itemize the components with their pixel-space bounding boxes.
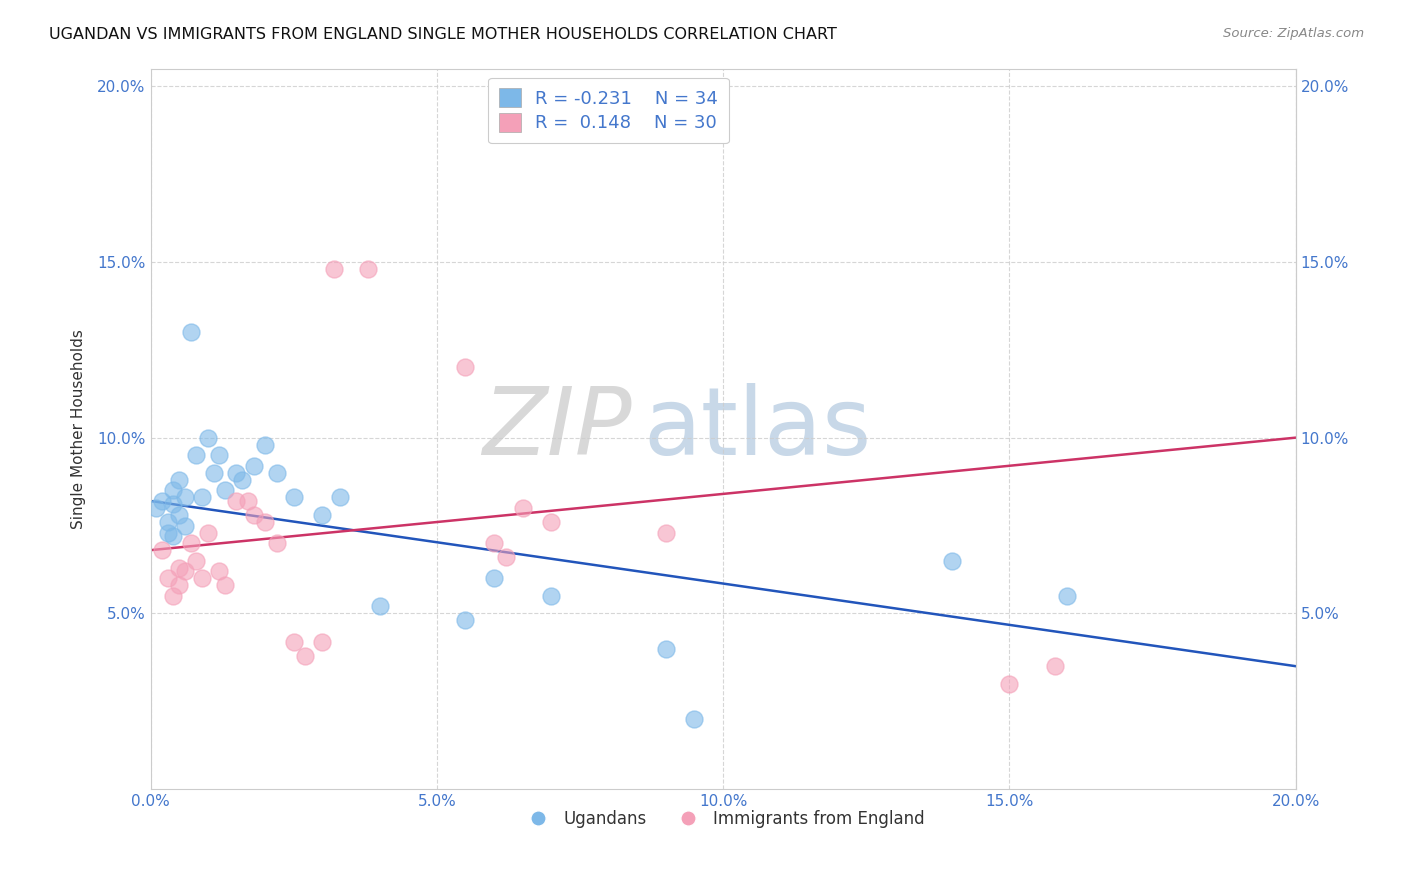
Point (328, 491, 350, 505)
Point (156, 525, 179, 540)
Point (482, 536, 505, 550)
Legend: Ugandans, Immigrants from England: Ugandans, Immigrants from England (515, 804, 931, 835)
Point (174, 518, 197, 533)
Point (167, 473, 190, 487)
Point (208, 448, 231, 462)
Point (998, 677, 1021, 691)
Point (174, 491, 197, 505)
Point (225, 466, 247, 480)
Point (150, 494, 173, 508)
Point (254, 515, 277, 529)
Point (214, 578, 236, 592)
Point (283, 634, 305, 648)
Point (294, 648, 316, 663)
Point (162, 498, 184, 512)
Point (1056, 589, 1078, 603)
Text: ZIP: ZIP (482, 384, 631, 475)
Point (150, 543, 173, 558)
Point (180, 536, 202, 550)
Point (197, 525, 219, 540)
Text: atlas: atlas (643, 383, 872, 475)
Point (254, 438, 277, 452)
Point (266, 466, 288, 480)
Point (156, 515, 179, 529)
Point (495, 550, 517, 565)
Point (311, 508, 333, 522)
Point (167, 578, 190, 592)
Point (242, 508, 264, 522)
Point (162, 483, 184, 498)
Point (512, 500, 534, 515)
Point (454, 614, 477, 628)
Point (236, 494, 259, 508)
Point (311, 634, 333, 648)
Point (174, 564, 197, 578)
Point (214, 483, 236, 498)
Point (482, 571, 505, 585)
Point (197, 431, 219, 445)
Point (231, 473, 253, 487)
Point (941, 554, 963, 568)
Point (283, 491, 305, 505)
Point (540, 589, 562, 603)
Point (202, 466, 225, 480)
Y-axis label: Single Mother Households: Single Mother Households (72, 329, 86, 529)
Point (186, 448, 208, 462)
Point (208, 564, 231, 578)
Point (162, 589, 184, 603)
Point (156, 571, 179, 585)
Point (191, 491, 214, 505)
Text: Source: ZipAtlas.com: Source: ZipAtlas.com (1223, 27, 1364, 40)
Point (655, 641, 678, 656)
Point (167, 508, 190, 522)
Point (162, 529, 184, 543)
Point (225, 494, 247, 508)
Point (186, 554, 208, 568)
Point (322, 261, 344, 276)
Point (454, 360, 477, 375)
Point (266, 536, 288, 550)
Point (145, 500, 167, 515)
Point (191, 571, 214, 585)
Point (167, 560, 190, 574)
Point (368, 599, 391, 614)
Point (242, 458, 264, 473)
Point (655, 525, 678, 540)
Text: UGANDAN VS IMMIGRANTS FROM ENGLAND SINGLE MOTHER HOUSEHOLDS CORRELATION CHART: UGANDAN VS IMMIGRANTS FROM ENGLAND SINGL… (49, 27, 837, 42)
Point (1043, 659, 1066, 673)
Point (540, 515, 562, 529)
Point (683, 712, 706, 726)
Point (180, 325, 202, 339)
Point (357, 261, 380, 276)
